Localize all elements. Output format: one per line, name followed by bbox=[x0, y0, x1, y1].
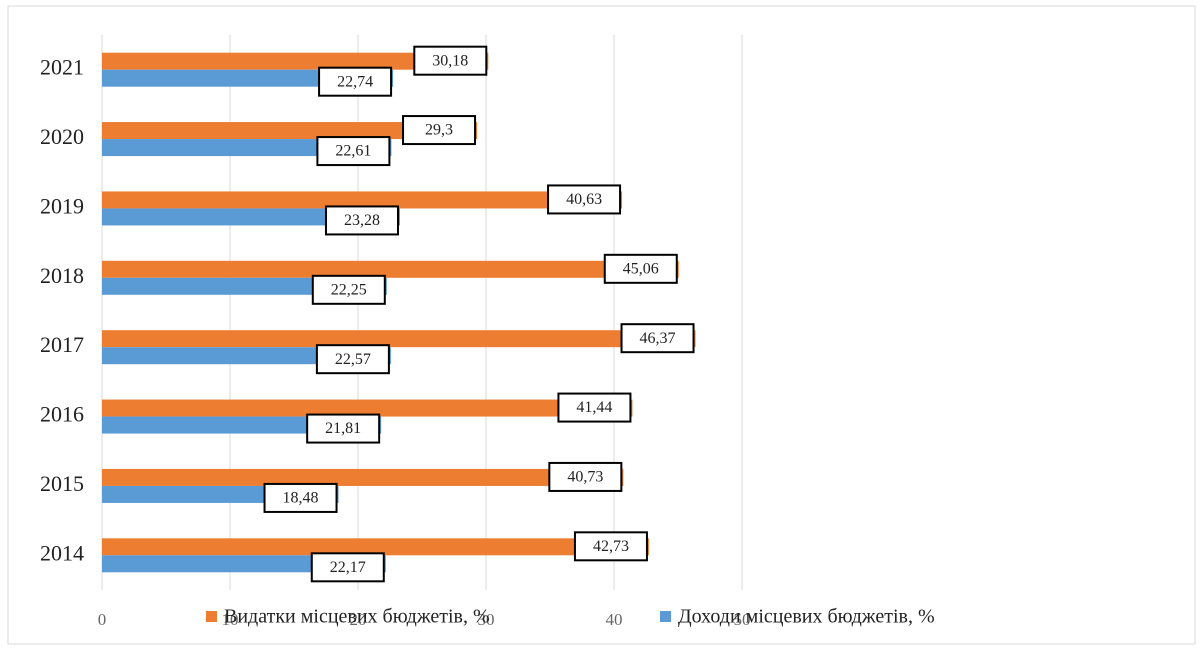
bar bbox=[102, 52, 489, 70]
data-label-box bbox=[547, 184, 622, 215]
bar bbox=[102, 330, 696, 348]
data-label: 22,74 bbox=[337, 73, 373, 90]
data-label: 22,57 bbox=[335, 351, 371, 368]
bar bbox=[102, 399, 633, 417]
data-label-box bbox=[548, 461, 623, 492]
x-tick-label: 0 bbox=[98, 610, 107, 629]
x-tick-label: 50 bbox=[734, 610, 751, 629]
data-label: 46,37 bbox=[640, 330, 676, 347]
data-label: 22,25 bbox=[331, 281, 367, 298]
data-label: 40,63 bbox=[566, 191, 602, 208]
data-label-box bbox=[310, 552, 385, 583]
data-label-box bbox=[324, 205, 399, 236]
y-tick-label: 2020 bbox=[40, 124, 84, 149]
data-label-box bbox=[318, 66, 393, 97]
y-tick-label: 2021 bbox=[40, 55, 84, 80]
bar bbox=[102, 191, 623, 209]
data-label: 22,17 bbox=[330, 559, 366, 576]
x-tick-label: 30 bbox=[478, 610, 495, 629]
data-label-box bbox=[573, 531, 648, 562]
data-label-box bbox=[620, 323, 695, 354]
legend-swatch bbox=[206, 611, 217, 622]
x-tick-label: 20 bbox=[350, 610, 367, 629]
y-tick-label: 2018 bbox=[40, 263, 84, 288]
data-label-box bbox=[306, 413, 381, 444]
data-label-box bbox=[315, 344, 390, 375]
y-tick-label: 2014 bbox=[40, 540, 84, 565]
data-label: 30,18 bbox=[432, 52, 468, 69]
data-label-box bbox=[603, 253, 678, 284]
legend-label: Доходи місцевих бюджетів, % bbox=[678, 606, 935, 628]
data-label: 23,28 bbox=[344, 212, 380, 229]
bar bbox=[102, 260, 679, 278]
chart-frame bbox=[7, 5, 1196, 645]
data-label-box bbox=[413, 45, 488, 76]
data-label: 29,3 bbox=[425, 122, 453, 139]
data-label-box bbox=[316, 136, 391, 167]
data-label-box bbox=[402, 115, 477, 146]
data-label: 41,44 bbox=[576, 399, 612, 416]
data-label: 18,48 bbox=[283, 490, 319, 507]
bar bbox=[102, 538, 649, 556]
legend-swatch bbox=[660, 611, 671, 622]
data-label-box bbox=[263, 482, 338, 513]
data-label: 42,73 bbox=[593, 538, 629, 555]
x-tick-label: 40 bbox=[606, 610, 623, 629]
data-label: 45,06 bbox=[623, 260, 659, 277]
data-label: 40,73 bbox=[567, 469, 603, 486]
y-tick-label: 2017 bbox=[40, 332, 84, 357]
legend-label: Видатки місцевих бюджетів, % bbox=[224, 606, 490, 628]
bar bbox=[102, 468, 624, 486]
x-tick-label: 10 bbox=[222, 610, 239, 629]
data-label-box bbox=[311, 274, 386, 305]
y-tick-label: 2016 bbox=[40, 402, 84, 427]
data-label-box bbox=[557, 392, 632, 423]
data-label: 21,81 bbox=[325, 420, 361, 437]
bar bbox=[102, 122, 478, 140]
y-tick-label: 2019 bbox=[40, 193, 84, 218]
data-label: 22,61 bbox=[335, 143, 371, 160]
y-tick-label: 2015 bbox=[40, 471, 84, 496]
